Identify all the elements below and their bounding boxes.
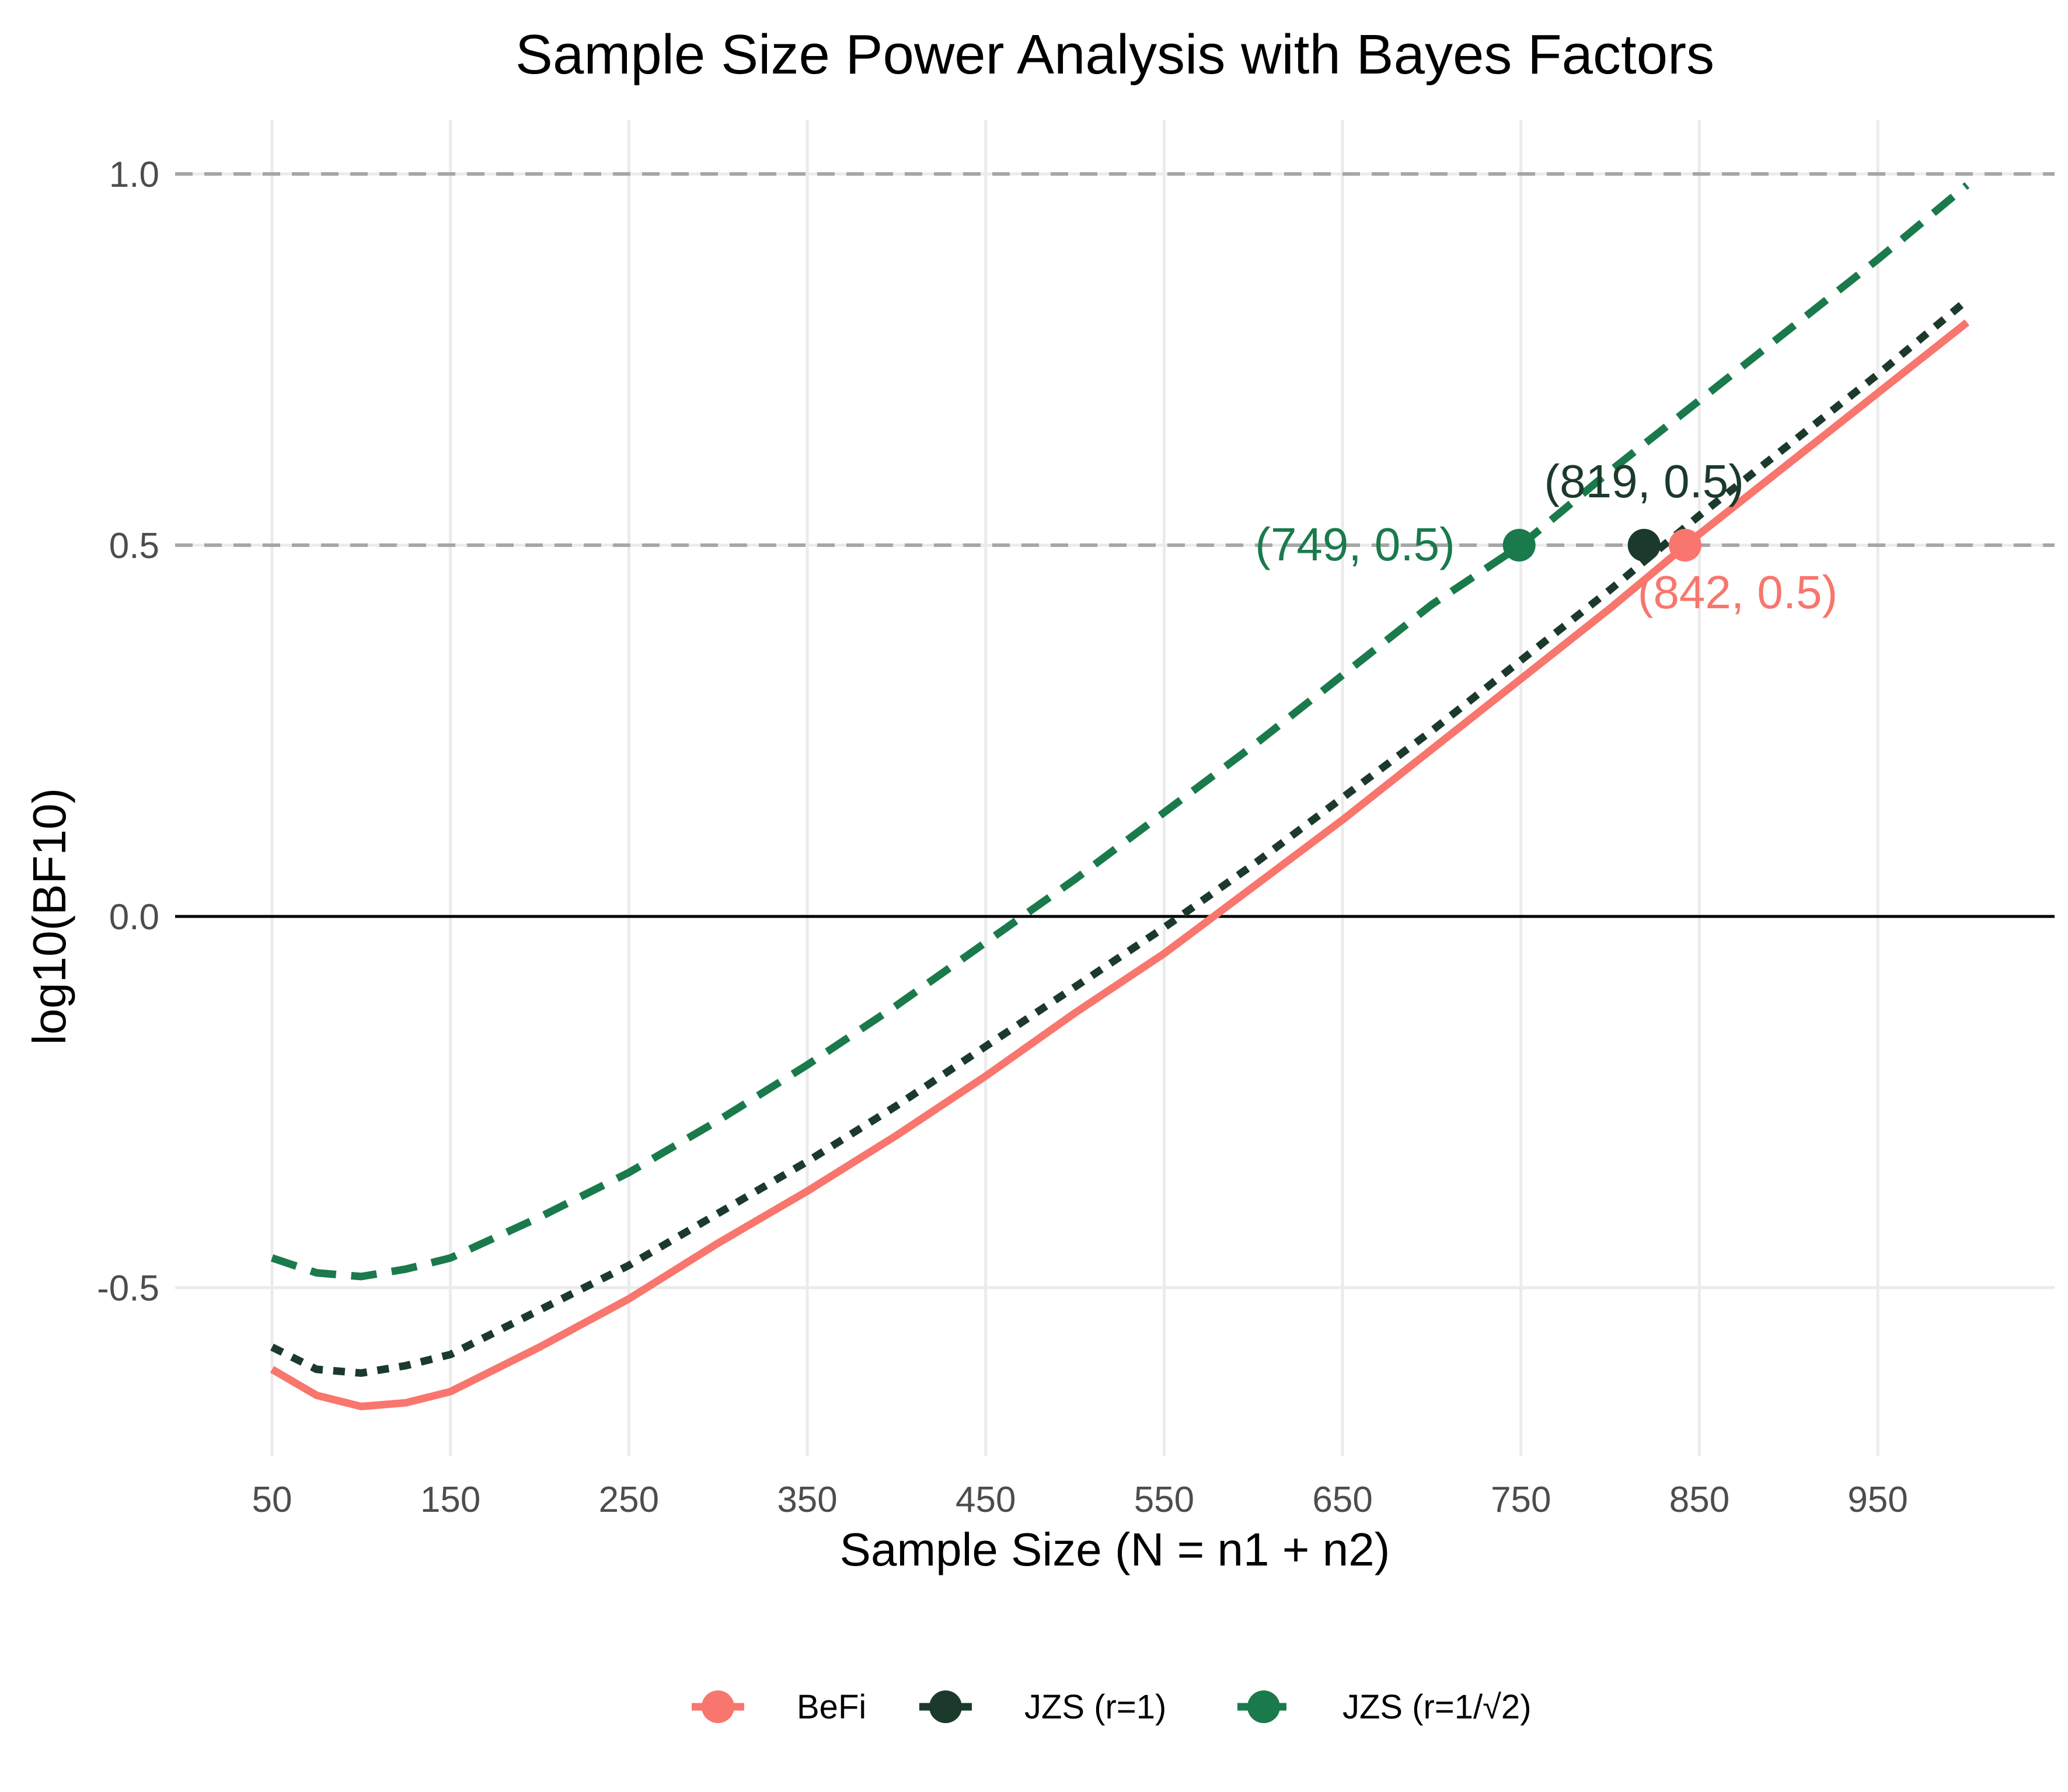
x-tick-label-7: 750 [1491, 1480, 1551, 1520]
y-axis-tick-labels: -0.5 0.0 0.5 1.0 [97, 155, 159, 1309]
x-tick-label-2: 250 [599, 1480, 659, 1520]
y-tick-label-0: -0.5 [97, 1268, 159, 1309]
x-axis-title: Sample Size (N = n1 + n2) [840, 1523, 1390, 1575]
legend-key-dot-1 [929, 1690, 962, 1723]
y-axis-title: log10(BF10) [23, 788, 75, 1045]
threshold-point-labels: (842, 0.5) (819, 0.5) (749, 0.5) [1255, 455, 1837, 618]
y-tick-label-2: 0.5 [109, 526, 159, 566]
x-tick-label-5: 550 [1134, 1480, 1194, 1520]
series-line-1 [270, 297, 1970, 1377]
x-tick-label-0: 50 [252, 1480, 292, 1520]
x-axis-tick-labels: 50 150 250 350 450 550 650 750 850 950 [252, 1480, 1908, 1520]
threshold-points [1502, 529, 1702, 562]
x-tick-label-1: 150 [420, 1480, 480, 1520]
legend-key-dot-2 [1247, 1690, 1280, 1723]
threshold-point-1 [1627, 529, 1661, 562]
chart-title: Sample Size Power Analysis with Bayes Fa… [515, 23, 1714, 86]
threshold-point-label-2: (749, 0.5) [1255, 518, 1455, 570]
series-line-2 [270, 182, 1970, 1281]
legend-key-dot-0 [702, 1690, 734, 1723]
threshold-point-label-1: (819, 0.5) [1544, 455, 1744, 507]
threshold-point-label-0: (842, 0.5) [1638, 566, 1837, 618]
x-tick-label-4: 450 [955, 1480, 1016, 1520]
series-lines [270, 182, 1970, 1410]
threshold-point-2 [1502, 529, 1536, 562]
legend: BeFi JZS (r=1) JZS (r=1/√2) [692, 1688, 1532, 1726]
threshold-point-0 [1669, 529, 1702, 562]
x-tick-label-8: 850 [1669, 1480, 1729, 1520]
y-tick-label-1: 0.0 [109, 897, 159, 937]
y-tick-label-3: 1.0 [109, 155, 159, 195]
x-tick-label-6: 650 [1312, 1480, 1372, 1520]
legend-label-2: JZS (r=1/√2) [1342, 1688, 1532, 1726]
grid [175, 120, 2055, 1456]
legend-label-0: BeFi [797, 1688, 866, 1726]
series-line-0 [270, 319, 1970, 1410]
x-tick-label-3: 350 [777, 1480, 837, 1520]
legend-label-1: JZS (r=1) [1024, 1688, 1166, 1726]
reference-lines [175, 172, 2055, 918]
x-tick-label-9: 950 [1847, 1480, 1907, 1520]
